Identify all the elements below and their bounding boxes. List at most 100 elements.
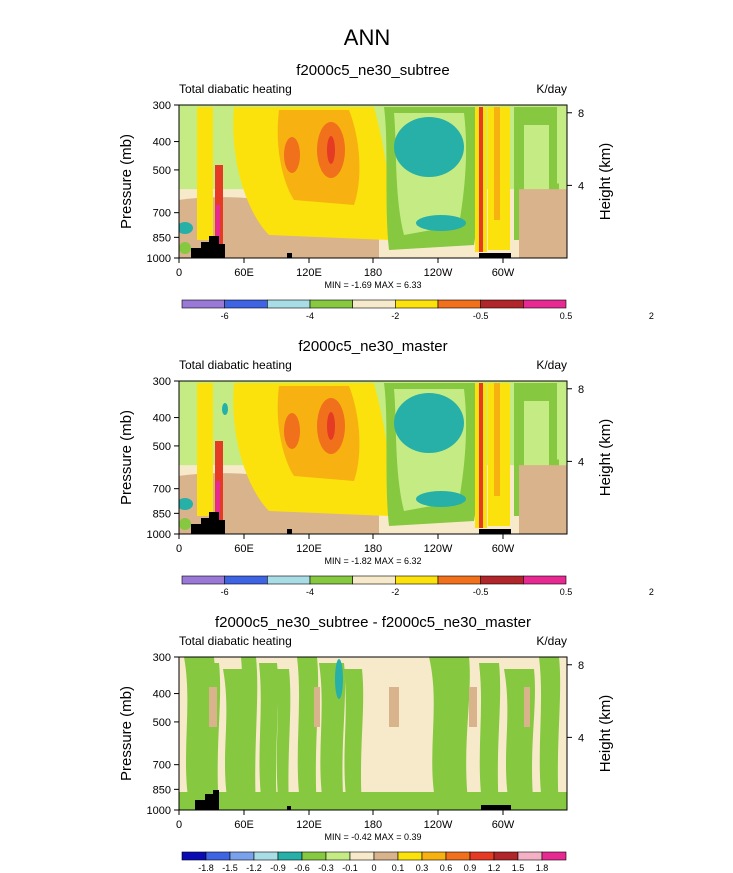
colorbar-label: -0.1 — [342, 863, 358, 873]
field-cooling — [179, 242, 191, 254]
field-diff-negative — [504, 669, 535, 810]
colorbar-box — [277, 851, 303, 861]
field-diff-min — [335, 659, 343, 699]
colorbar-box — [267, 299, 311, 309]
y-right-tick-label: 4 — [578, 180, 584, 192]
y-right-axis-label: Height (km) — [597, 143, 614, 221]
colorbar-box — [480, 575, 524, 585]
y-tick-label: 300 — [153, 100, 171, 112]
panel-1: f2000c5_ne30_subtree Total diabatic heati… — [118, 62, 654, 321]
x-tick-label: 60W — [492, 267, 515, 279]
x-tick-label: 60W — [492, 819, 515, 831]
field-cooling-max — [394, 117, 464, 177]
field-heating-peak — [327, 136, 335, 164]
field-column — [197, 383, 213, 516]
field — [179, 105, 567, 258]
field-diff-negative — [539, 657, 561, 810]
y-tick-label: 500 — [153, 441, 171, 453]
colorbar-box — [480, 299, 524, 309]
colorbar-box — [181, 575, 225, 585]
field-column — [479, 107, 483, 252]
colorbar-label: -2 — [391, 311, 399, 321]
colorbar-box — [229, 851, 255, 861]
field-diff-negative — [297, 657, 319, 810]
min-max-label: MIN = -1.69 MAX = 6.33 — [324, 280, 421, 290]
colorbar-label: -0.6 — [294, 863, 310, 873]
colorbar-box — [469, 851, 495, 861]
field-cooling-max — [394, 393, 464, 453]
y-tick-label: 500 — [153, 717, 171, 729]
x-tick-label: 60E — [234, 819, 254, 831]
field-diff-negative — [197, 663, 221, 810]
field-diff-negative — [241, 657, 258, 810]
y-axis-label: Pressure (mb) — [118, 134, 135, 229]
field-diff-negative — [344, 669, 364, 810]
y-tick-label: 700 — [153, 760, 171, 772]
variable-label: Total diabatic heating — [179, 634, 292, 648]
field-diff-negative — [479, 663, 501, 810]
field-heating-peak — [327, 412, 335, 440]
x-tick-label: 0 — [176, 267, 182, 279]
colorbar-label: -1.5 — [222, 863, 238, 873]
field-atlantic — [519, 189, 567, 258]
field-diff-positive — [469, 687, 477, 727]
x-tick-label: 120E — [296, 819, 322, 831]
topography — [191, 512, 225, 534]
colorbar-label: 2 — [649, 311, 654, 321]
colorbar-label: 0.5 — [560, 587, 573, 597]
field-diff-negative — [179, 792, 567, 810]
units-label: K/day — [536, 634, 567, 648]
colorbar-box — [541, 851, 567, 861]
colorbar-box — [397, 851, 423, 861]
colorbar-box — [301, 851, 327, 861]
field-cooling — [416, 215, 466, 231]
x-tick-label: 180 — [364, 819, 382, 831]
x-tick-label: 180 — [364, 543, 382, 555]
colorbar-box — [325, 851, 351, 861]
panel-title: f2000c5_ne30_master — [298, 338, 447, 355]
colorbar-box — [445, 851, 471, 861]
colorbar-box — [373, 851, 399, 861]
panel-2: f2000c5_ne30_master Total diabatic heatin… — [118, 338, 654, 597]
colorbar-box — [309, 299, 353, 309]
colorbar-label: -1.2 — [246, 863, 262, 873]
panels: f2000c5_ne30_subtree Total diabatic heati… — [118, 62, 654, 873]
field-cooling — [179, 498, 193, 510]
colorbar-label: 1.8 — [536, 863, 549, 873]
variable-label: Total diabatic heating — [179, 82, 292, 96]
x-tick-label: 120E — [296, 543, 322, 555]
colorbar-label: 0.6 — [440, 863, 453, 873]
y-tick-label: 1000 — [147, 253, 171, 265]
colorbar-box — [437, 299, 481, 309]
colorbar-label: -4 — [306, 311, 314, 321]
colorbar-box — [309, 575, 353, 585]
variable-label: Total diabatic heating — [179, 358, 292, 372]
colorbar-label: -0.3 — [318, 863, 334, 873]
topography — [191, 236, 225, 258]
y-tick-label: 700 — [153, 208, 171, 220]
figure-title: ANN — [344, 25, 390, 50]
colorbar-label: -2 — [391, 587, 399, 597]
y-tick-label: 400 — [153, 137, 171, 149]
y-right-tick-label: 8 — [578, 108, 584, 120]
colorbar-label: -0.5 — [473, 311, 489, 321]
colorbar-box — [493, 851, 519, 861]
field-column — [494, 383, 500, 496]
y-tick-label: 700 — [153, 484, 171, 496]
field-atlantic — [557, 107, 567, 184]
colorbar-box — [224, 575, 268, 585]
field-heating-max — [284, 413, 300, 449]
colorbar-box — [181, 851, 207, 861]
colorbar-label: -6 — [221, 311, 229, 321]
colorbar-box — [395, 299, 439, 309]
x-tick-label: 120W — [424, 267, 453, 279]
field-heating-max — [284, 137, 300, 173]
field-column — [216, 205, 220, 258]
y-tick-label: 400 — [153, 413, 171, 425]
field-cooling — [222, 403, 228, 415]
field-diff-positive — [314, 687, 320, 727]
y-tick-label: 850 — [153, 232, 171, 244]
topography — [481, 805, 511, 810]
colorbar-label: 1.5 — [512, 863, 525, 873]
